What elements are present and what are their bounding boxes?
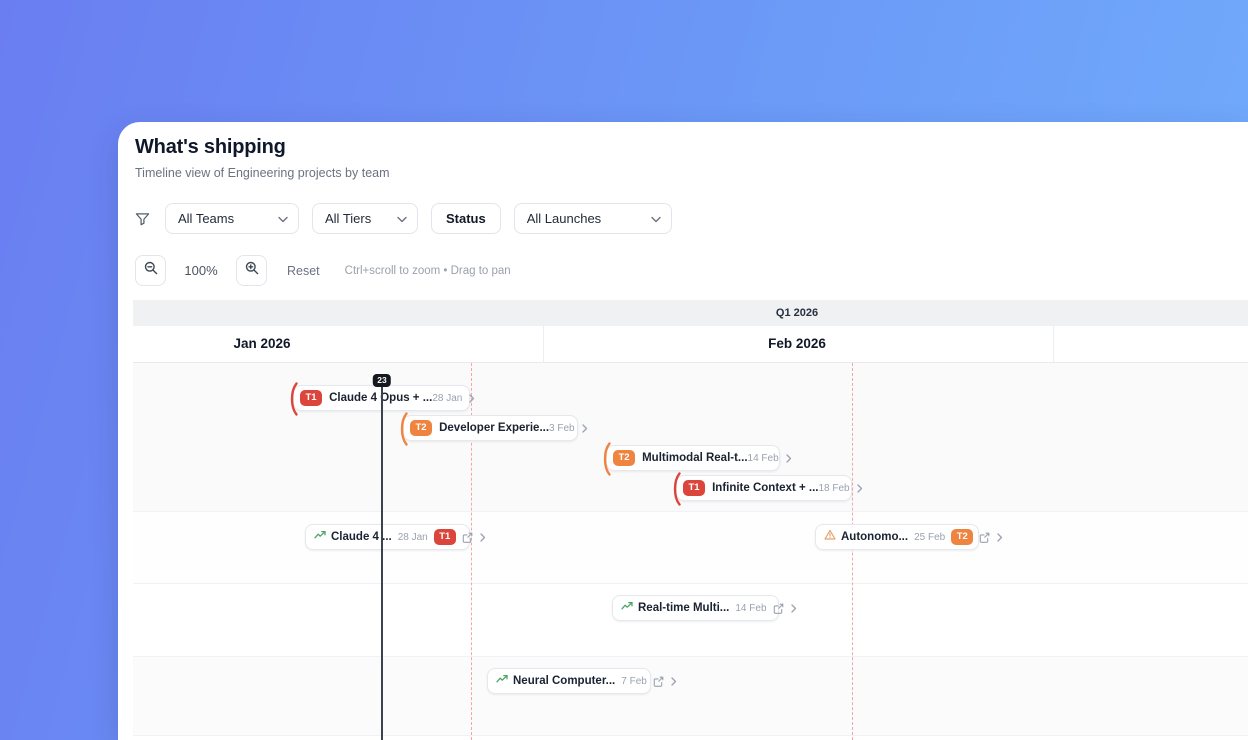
launch-item[interactable]: Claude 4 ... 28 Jan T1 bbox=[305, 524, 485, 550]
tiers-filter-select[interactable]: All Tiers bbox=[312, 203, 418, 234]
trending-up-icon bbox=[314, 528, 326, 546]
status-filter-label: Status bbox=[446, 211, 486, 226]
tier-badge: T1 bbox=[433, 529, 456, 545]
timeline-lane bbox=[133, 657, 1248, 736]
project-name: Claude 4 Opus + ... bbox=[329, 392, 433, 404]
tier-badge: T2 bbox=[410, 420, 433, 436]
bracket-start-icon bbox=[601, 442, 611, 481]
quarter-label: Q1 2026 bbox=[775, 307, 819, 319]
project-item[interactable]: T1 Infinite Context + ... 18 Feb bbox=[673, 472, 862, 506]
zoom-toolbar: 100% Reset Ctrl+scroll to zoom • Drag to… bbox=[135, 255, 511, 286]
external-link-icon bbox=[462, 532, 473, 543]
chevron-right-icon bbox=[786, 453, 792, 463]
quarter-header-bar: Q1 2026 bbox=[133, 300, 1248, 326]
launch-item[interactable]: Real-time Multi... 14 Feb bbox=[612, 595, 796, 621]
chevron-down-icon bbox=[278, 211, 288, 226]
launch-name: Autonomo... bbox=[841, 531, 909, 543]
project-name: Multimodal Real-t... bbox=[642, 452, 748, 464]
external-link-icon bbox=[653, 676, 664, 687]
bracket-start-icon bbox=[288, 382, 298, 421]
teams-filter-select[interactable]: All Teams bbox=[165, 203, 299, 234]
chevron-right-icon bbox=[480, 532, 486, 542]
launches-filter-select[interactable]: All Launches bbox=[513, 203, 672, 234]
bracket-start-icon bbox=[671, 472, 681, 511]
chevron-right-icon bbox=[581, 423, 588, 433]
zoom-hint: Ctrl+scroll to zoom • Drag to pan bbox=[344, 264, 511, 277]
timeline-lane bbox=[133, 512, 1248, 584]
zoom-in-button[interactable] bbox=[236, 255, 267, 286]
launch-date: 25 Feb bbox=[914, 531, 946, 543]
bracket-start-icon bbox=[398, 412, 408, 451]
trending-up-icon bbox=[621, 599, 633, 617]
tier-badge: T2 bbox=[613, 450, 636, 466]
chevron-right-icon bbox=[469, 393, 475, 403]
teams-filter-value: All Teams bbox=[178, 211, 235, 226]
project-date: 3 Feb bbox=[549, 422, 575, 434]
whats-shipping-card: What's shipping Timeline view of Enginee… bbox=[118, 122, 1248, 740]
launch-name: Neural Computer... bbox=[513, 675, 616, 687]
deadline-marker-line bbox=[471, 363, 472, 740]
month-label-feb: Feb 2026 bbox=[768, 336, 826, 351]
reset-zoom-button[interactable]: Reset bbox=[287, 263, 320, 278]
filter-icon bbox=[135, 212, 150, 226]
month-label-jan: Jan 2026 bbox=[233, 336, 291, 351]
zoom-out-button[interactable] bbox=[135, 255, 166, 286]
today-marker-line bbox=[381, 380, 383, 740]
today-marker-label: 23 bbox=[372, 374, 392, 387]
project-item[interactable]: T2 Developer Experie... 3 Feb bbox=[400, 412, 587, 446]
project-name: Infinite Context + ... bbox=[712, 482, 819, 494]
project-name: Developer Experie... bbox=[439, 422, 550, 434]
launch-name: Claude 4 ... bbox=[331, 531, 392, 543]
zoom-out-icon bbox=[144, 261, 158, 280]
chevron-right-icon bbox=[790, 603, 797, 613]
launch-name: Real-time Multi... bbox=[638, 602, 730, 614]
deadline-marker-line bbox=[852, 363, 853, 740]
filter-bar: All Teams All Tiers Status All Launches bbox=[135, 203, 685, 234]
launch-date: 14 Feb bbox=[735, 602, 767, 614]
zoom-level: 100% bbox=[184, 263, 218, 278]
project-date: 14 Feb bbox=[747, 452, 779, 464]
page-title: What's shipping bbox=[135, 136, 286, 158]
chevron-right-icon bbox=[997, 532, 1003, 542]
timeline-chart[interactable]: Q1 2026 Jan 2026 Feb 2026 23 T1 Claude 4… bbox=[133, 300, 1248, 740]
tier-badge: T2 bbox=[951, 529, 974, 545]
external-link-icon bbox=[773, 603, 784, 614]
chevron-right-icon bbox=[856, 483, 863, 493]
chevron-down-icon bbox=[397, 211, 407, 226]
chevron-right-icon bbox=[671, 676, 677, 686]
trending-up-icon bbox=[496, 672, 508, 690]
status-filter-button[interactable]: Status bbox=[431, 203, 501, 234]
timeline-lane bbox=[133, 736, 1248, 740]
tier-badge: T1 bbox=[300, 390, 323, 406]
launch-item[interactable]: Neural Computer... 7 Feb bbox=[487, 668, 676, 694]
tier-badge: T1 bbox=[683, 480, 706, 496]
external-link-icon bbox=[979, 532, 990, 543]
timeline-body bbox=[133, 363, 1248, 740]
project-item[interactable]: T2 Multimodal Real-t... 14 Feb bbox=[603, 442, 791, 476]
chevron-down-icon bbox=[651, 211, 661, 226]
warning-icon bbox=[824, 528, 836, 546]
launch-date: 28 Jan bbox=[397, 531, 428, 543]
month-header-row: Jan 2026 Feb 2026 bbox=[133, 326, 1248, 363]
page-subtitle: Timeline view of Engineering projects by… bbox=[135, 166, 390, 180]
launch-date: 7 Feb bbox=[621, 675, 647, 687]
project-date: 18 Feb bbox=[818, 482, 850, 494]
launches-filter-value: All Launches bbox=[526, 211, 602, 226]
zoom-in-icon bbox=[245, 261, 259, 280]
tiers-filter-value: All Tiers bbox=[325, 211, 372, 226]
launch-item[interactable]: Autonomo... 25 Feb T2 bbox=[815, 524, 1003, 550]
project-date: 28 Jan bbox=[432, 392, 463, 404]
